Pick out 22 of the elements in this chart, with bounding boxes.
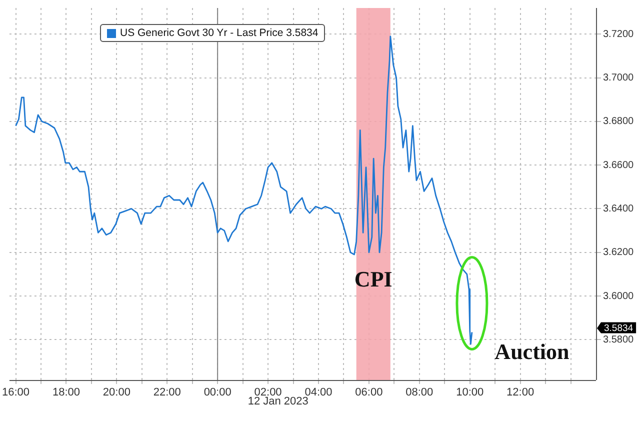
y-tick-label: 3.6600: [603, 160, 634, 171]
x-tick-label: 06:00: [355, 386, 383, 399]
annotation: Auction: [494, 338, 570, 364]
y-tick-label: 3.7200: [603, 28, 634, 40]
y-tick-label: 3.6000: [603, 290, 634, 302]
text: 12 Jan 2023: [248, 396, 308, 408]
x-tick-label: 22:00: [153, 386, 181, 399]
x-tick-label: 00:00: [204, 386, 232, 399]
y-tick-label: 3.6400: [603, 203, 634, 214]
legend-label: US Generic Govt 30 Yr - Last Price 3.5834: [120, 27, 318, 39]
text: 3.5834: [604, 322, 634, 334]
x-tick-label: 10:00: [456, 386, 484, 399]
annotation: CPI: [354, 266, 392, 292]
x-tick-label: 12:00: [506, 386, 534, 399]
x-tick-label: 20:00: [102, 386, 130, 399]
y-tick-label: 3.7000: [603, 72, 634, 84]
x-tick-label: 16:00: [2, 386, 30, 399]
y-tick-label: 3.6800: [603, 116, 634, 128]
y-tick-label: 3.5800: [603, 334, 634, 346]
x-tick-label: 08:00: [406, 386, 434, 399]
y-tick-label: 3.6200: [603, 247, 634, 258]
x-tick-label: 18:00: [52, 386, 80, 399]
